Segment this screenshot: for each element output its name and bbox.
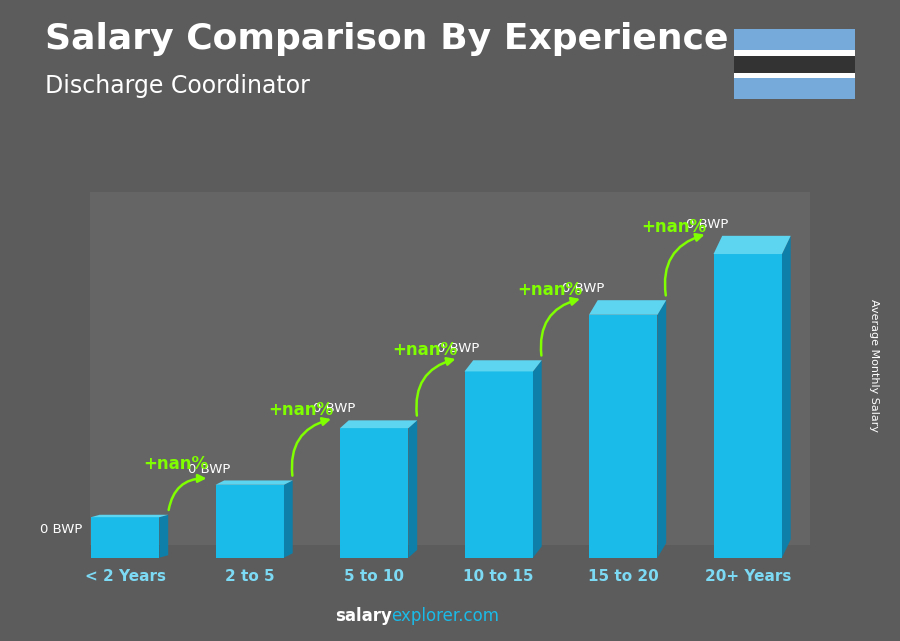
Polygon shape (91, 515, 168, 517)
Text: +nan%: +nan% (268, 401, 333, 419)
Bar (734, 78, 855, 99)
Polygon shape (159, 515, 168, 558)
Polygon shape (215, 480, 292, 485)
Text: 0 BWP: 0 BWP (686, 218, 728, 231)
Text: +nan%: +nan% (144, 455, 209, 473)
Polygon shape (589, 300, 666, 315)
Text: explorer.com: explorer.com (392, 607, 500, 625)
Polygon shape (340, 420, 418, 428)
Bar (734, 72, 855, 78)
Bar (90, 192, 810, 545)
Text: +nan%: +nan% (642, 218, 706, 236)
Text: +nan%: +nan% (392, 341, 458, 359)
Text: 0 BWP: 0 BWP (312, 403, 355, 415)
Bar (734, 29, 855, 50)
Text: 0 BWP: 0 BWP (562, 282, 604, 296)
Bar (714, 254, 782, 558)
Polygon shape (533, 360, 542, 558)
Text: Average Monthly Salary: Average Monthly Salary (869, 299, 879, 432)
Text: 0 BWP: 0 BWP (437, 342, 480, 355)
Polygon shape (782, 236, 791, 558)
Text: 0 BWP: 0 BWP (188, 463, 230, 476)
Polygon shape (409, 420, 418, 558)
Polygon shape (464, 360, 542, 371)
Polygon shape (284, 480, 292, 558)
Bar (215, 485, 284, 558)
Bar (734, 50, 855, 56)
Text: +nan%: +nan% (518, 281, 582, 299)
Text: salary: salary (335, 607, 392, 625)
Bar (734, 56, 855, 72)
Bar (589, 315, 658, 558)
Text: 0 BWP: 0 BWP (40, 523, 82, 536)
Polygon shape (714, 236, 791, 254)
Polygon shape (658, 300, 666, 558)
Bar (340, 428, 409, 558)
Text: Salary Comparison By Experience: Salary Comparison By Experience (45, 22, 728, 56)
Bar (91, 517, 159, 558)
Text: Discharge Coordinator: Discharge Coordinator (45, 74, 310, 97)
Bar (464, 371, 533, 558)
